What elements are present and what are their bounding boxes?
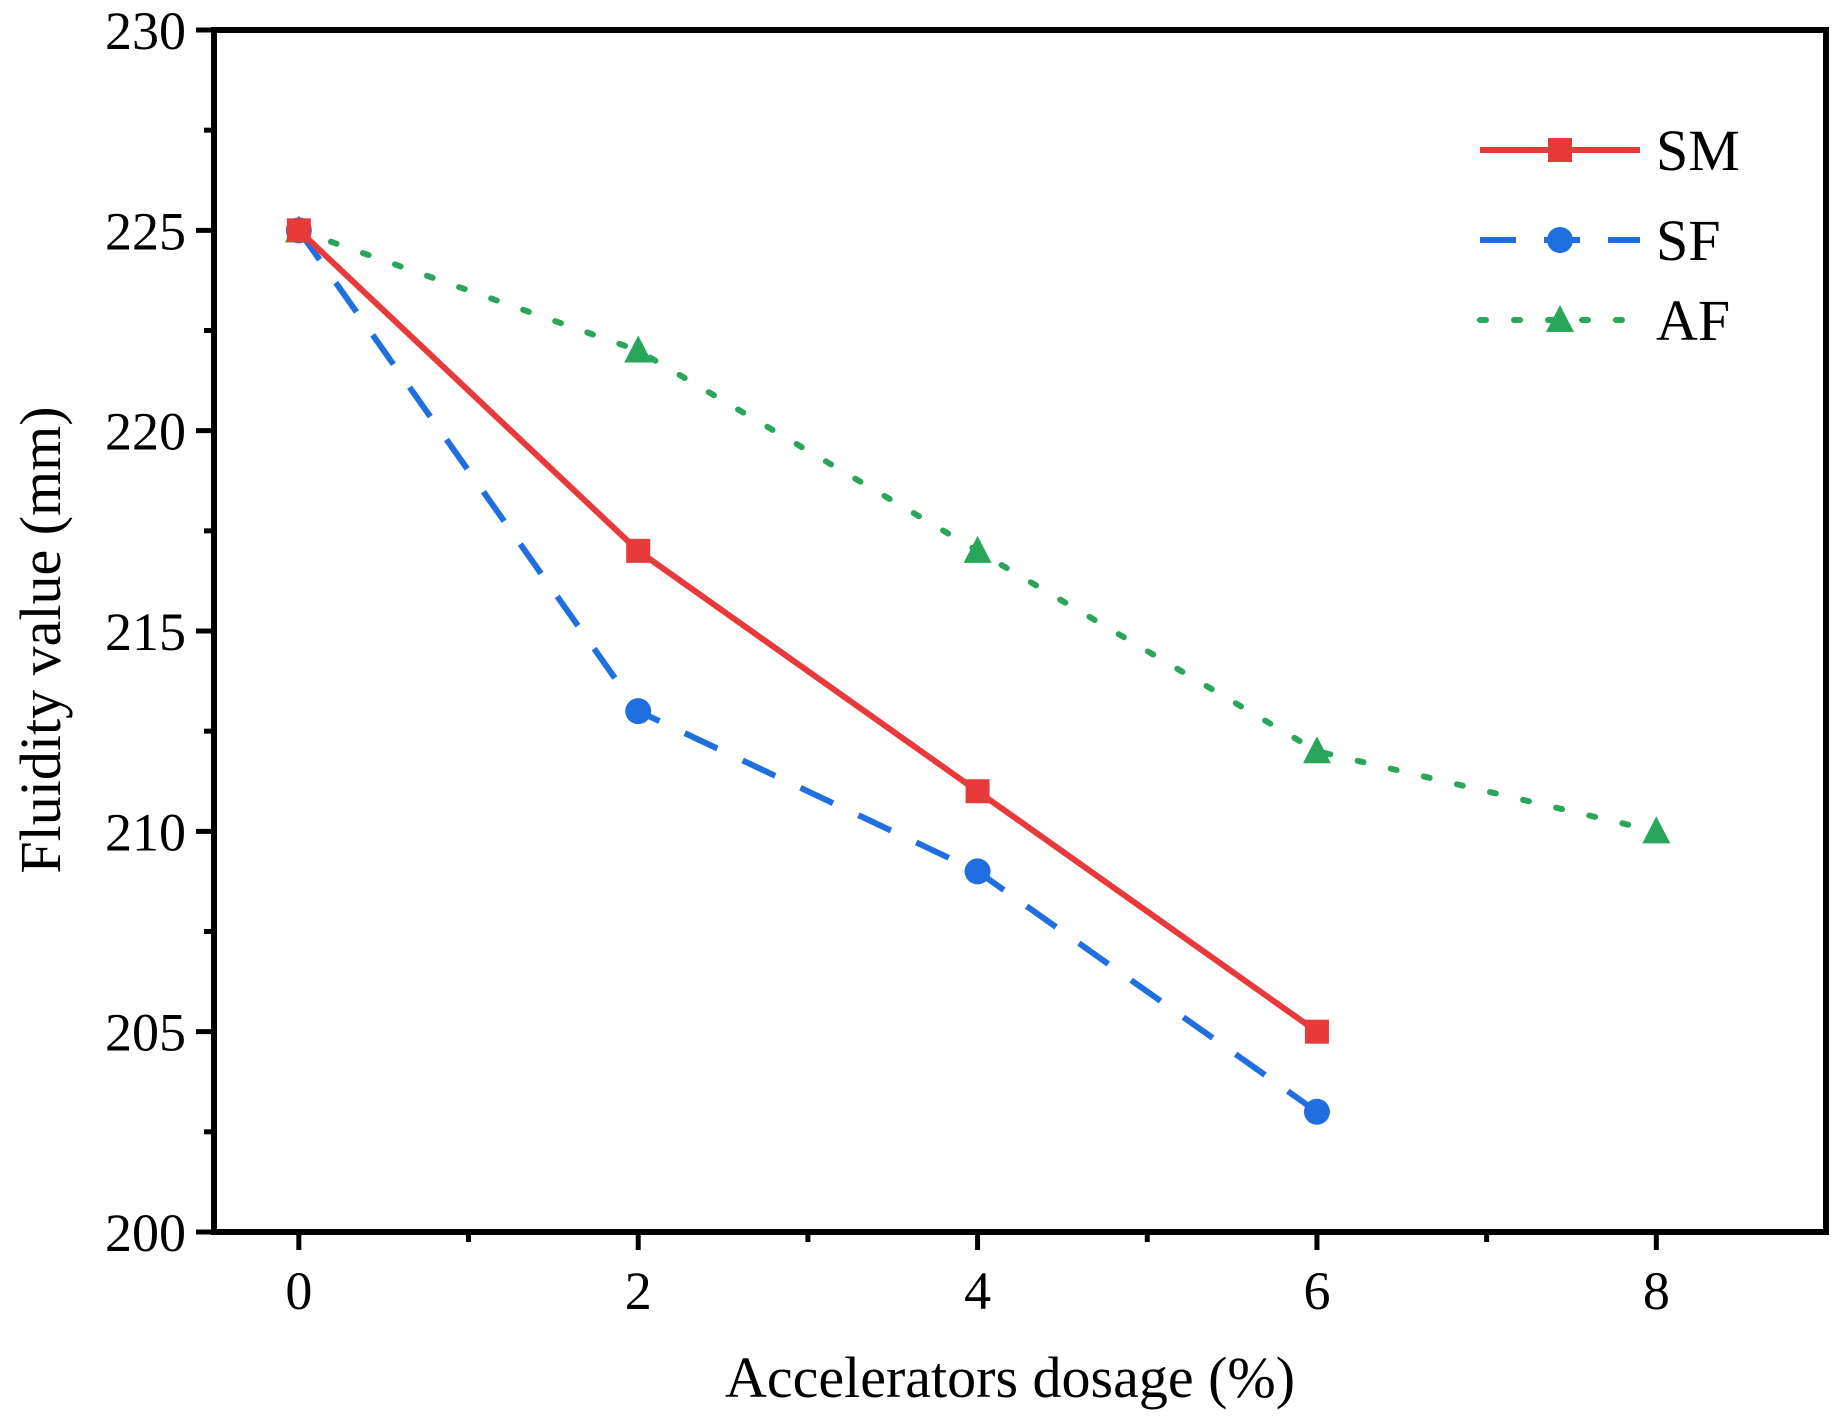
- y-axis-title: Fluidity value (mm): [8, 406, 73, 873]
- data-point-af: [1642, 816, 1671, 844]
- y-tick-label: 230: [105, 1, 186, 61]
- x-tick-label: 8: [1643, 1261, 1670, 1321]
- plot-frame: [211, 27, 1829, 1235]
- series-sm: [286, 218, 1329, 1044]
- series-af: [284, 215, 1671, 844]
- data-point-af: [1302, 736, 1331, 764]
- legend-item-af: AF: [1477, 288, 1730, 353]
- legend: SM SF AF: [1477, 118, 1740, 353]
- data-point-af: [624, 335, 653, 363]
- y-tick-label: 200: [105, 1203, 186, 1263]
- data-point-sf: [1303, 1098, 1330, 1125]
- data-point-af: [963, 535, 992, 563]
- y-tick-label: 215: [105, 602, 186, 662]
- series-line-sm: [296, 228, 1319, 1035]
- data-point-sm: [626, 538, 651, 563]
- legend-marker-sf: [1547, 227, 1573, 253]
- y-tick-label: 205: [105, 1003, 186, 1063]
- x-tick-label: 0: [285, 1261, 312, 1321]
- data-point-sm: [1304, 1019, 1329, 1044]
- legend-marker-sm: [1548, 138, 1572, 162]
- legend-label-sm: SM: [1656, 118, 1740, 183]
- legend-item-sm: SM: [1480, 118, 1740, 183]
- legend-label-af: AF: [1656, 288, 1730, 353]
- series-line-af: [295, 227, 1660, 835]
- legend-label-sf: SF: [1656, 208, 1721, 273]
- data-point-sf: [625, 698, 652, 725]
- y-tick-label: 210: [105, 802, 186, 862]
- series-line-sf: [296, 228, 1319, 1115]
- y-tick-label: 220: [105, 402, 186, 462]
- y-tick-label: 225: [105, 201, 186, 261]
- data-point-sm: [965, 779, 990, 804]
- axis-ticks: [196, 27, 1659, 1250]
- tick-labels: 0 2 4 6 8 200 205 210 215 220 225 230: [105, 1, 1670, 1321]
- x-axis-title: Accelerators dosage (%): [725, 1345, 1295, 1410]
- x-tick-label: 6: [1303, 1261, 1330, 1321]
- plot-marks: [284, 215, 1671, 1125]
- data-point-sf: [964, 858, 991, 885]
- x-tick-label: 4: [964, 1261, 991, 1321]
- legend-marker-af: [1546, 305, 1574, 332]
- data-point-sm: [286, 218, 311, 243]
- legend-item-sf: SF: [1480, 208, 1721, 273]
- x-tick-label: 2: [625, 1261, 652, 1321]
